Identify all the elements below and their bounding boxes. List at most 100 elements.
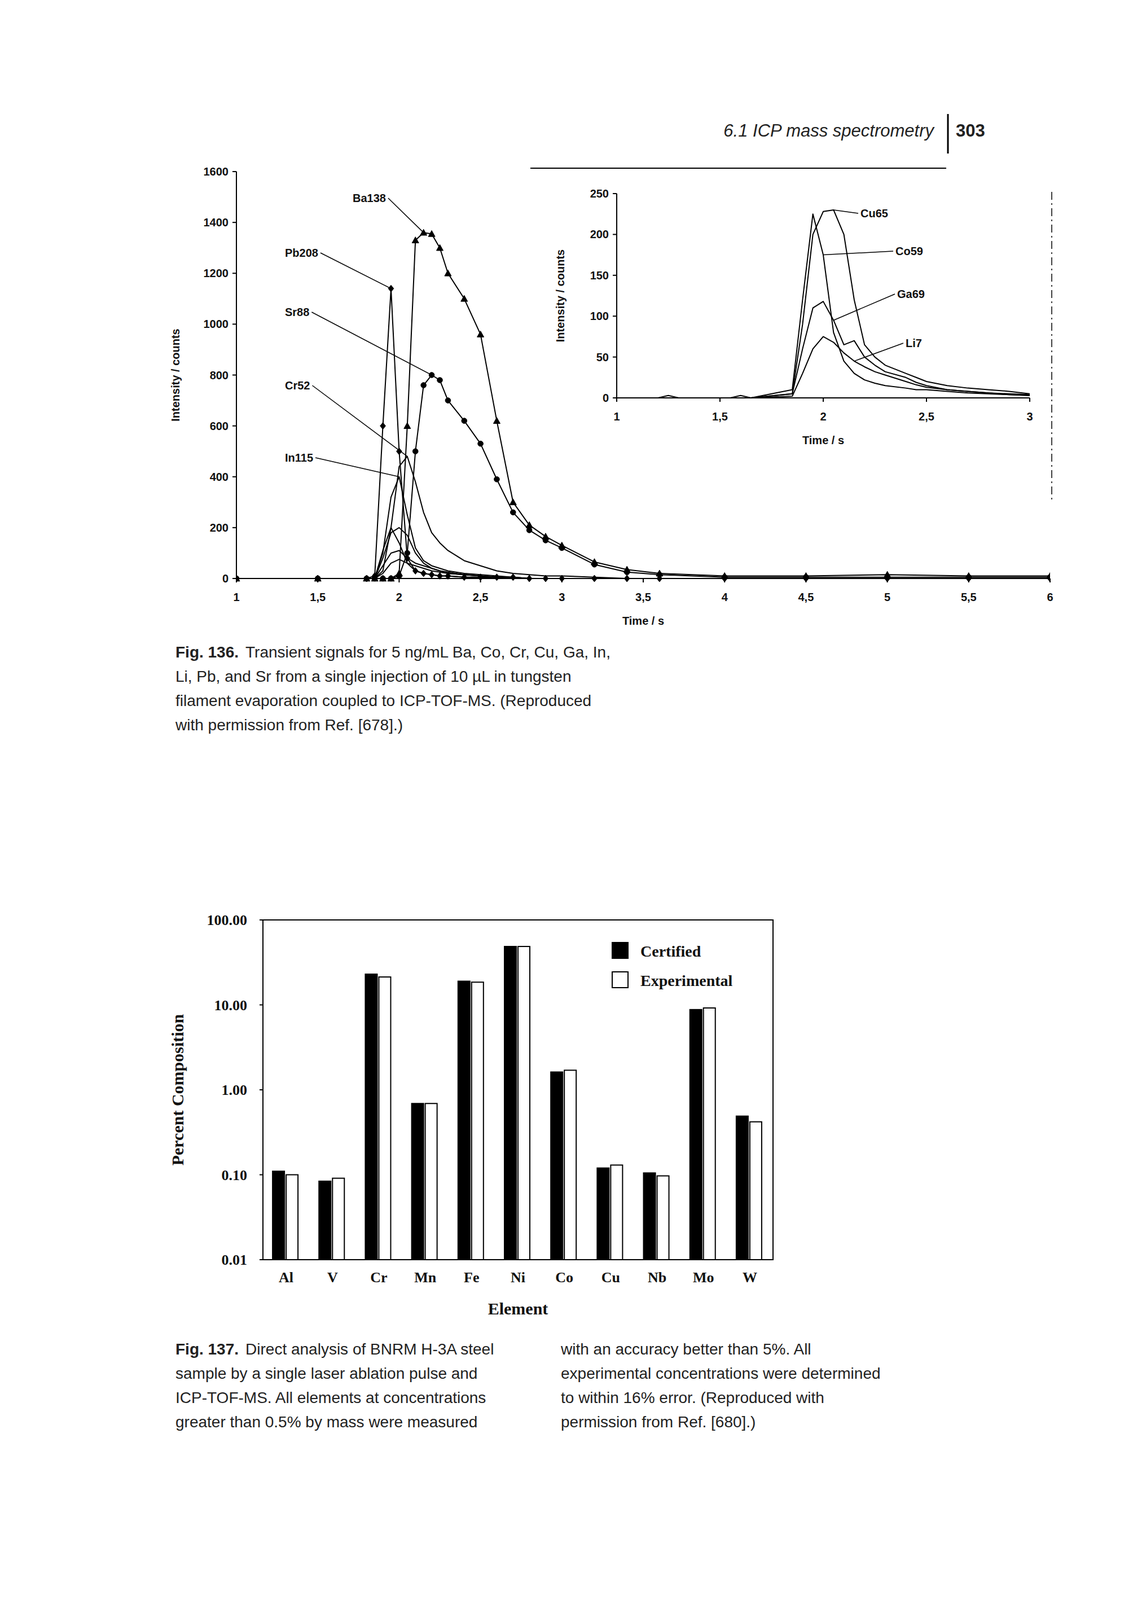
- bar: [610, 1164, 623, 1260]
- x-tick-label: 1,5: [712, 410, 728, 423]
- y-tick-label: 0.01: [221, 1251, 248, 1268]
- marker: [403, 422, 411, 429]
- y-tick: [612, 233, 617, 235]
- x-axis-label: Time / s: [622, 614, 665, 627]
- bar: [517, 946, 530, 1260]
- y-tick: [259, 1088, 263, 1091]
- series-label: In115: [284, 451, 314, 464]
- series-line: [616, 336, 1030, 398]
- bar: [550, 1071, 563, 1260]
- marker: [411, 236, 419, 244]
- y-tick: [612, 192, 617, 195]
- x-tick-label: W: [742, 1268, 758, 1286]
- figure-label: Fig. 136.: [175, 643, 239, 661]
- marker: [380, 422, 386, 430]
- caption-line: filament evaporation coupled to ICP-TOF-…: [175, 691, 592, 710]
- x-tick-label: Cr: [370, 1268, 388, 1286]
- bar: [643, 1172, 656, 1260]
- marker: [542, 537, 549, 544]
- y-tick-label: 600: [209, 419, 229, 433]
- x-tick-label: Nb: [647, 1268, 667, 1286]
- legend-swatch: [612, 942, 629, 959]
- series-label: Cu65: [860, 207, 889, 220]
- x-tick: [822, 397, 824, 402]
- y-tick: [259, 1174, 263, 1176]
- y-tick: [259, 919, 263, 921]
- x-tick-label: 2: [819, 410, 827, 423]
- series-label: Pb208: [284, 246, 319, 259]
- callouts: Cu65Co59Ga69Li7: [823, 207, 925, 362]
- series-line: [236, 456, 1051, 579]
- x-tick: [398, 578, 400, 583]
- bar: [318, 1180, 331, 1260]
- leader-line: [311, 312, 432, 376]
- marker: [404, 550, 411, 556]
- y-tick-label: 0.10: [221, 1166, 248, 1184]
- marker: [437, 377, 443, 384]
- x-tick-label: 4: [721, 590, 729, 604]
- caption-line: Fig. 137.Direct analysis of BNRM H-3A st…: [175, 1340, 494, 1358]
- plot-data: [272, 946, 762, 1260]
- caption: Fig. 137.Direct analysis of BNRM H-3A st…: [175, 1340, 881, 1431]
- marker: [493, 417, 500, 424]
- series-line: [616, 213, 1030, 398]
- callouts: Ba138Pb208Sr88Cr52In115: [284, 191, 432, 477]
- plot-frame: [262, 919, 774, 1260]
- x-tick: [719, 397, 721, 402]
- x-axis-label: Time / s: [802, 433, 845, 447]
- marker: [494, 476, 500, 482]
- bar: [411, 1103, 424, 1260]
- series-line: [236, 559, 1051, 579]
- bar: [378, 976, 391, 1260]
- y-tick: [232, 577, 237, 579]
- x-axis-label: Element: [488, 1298, 549, 1318]
- marker: [461, 418, 468, 424]
- x-tick-label: 1: [233, 590, 240, 604]
- y-tick-label: 100.00: [207, 911, 248, 929]
- marker: [436, 244, 444, 251]
- marker: [624, 569, 630, 575]
- marker: [803, 574, 810, 581]
- series-line: [616, 301, 1030, 398]
- series-line: [236, 527, 1051, 579]
- x-tick-label: 6: [1046, 590, 1053, 604]
- marker: [379, 574, 387, 582]
- y-axis-label: Intensity / counts: [554, 249, 567, 342]
- marker: [444, 269, 452, 276]
- caption-line: with an accuracy better than 5%. All: [560, 1340, 812, 1358]
- x-tick-label: 5: [884, 590, 891, 604]
- leader-line: [315, 457, 399, 477]
- x-tick-label: Co: [555, 1268, 574, 1286]
- series-label: Ba138: [352, 191, 386, 205]
- y-tick: [259, 1258, 263, 1260]
- y-tick-label: 1200: [203, 266, 230, 280]
- figure-label: Fig. 137.: [175, 1340, 239, 1358]
- y-tick: [612, 397, 617, 399]
- leader-line: [823, 251, 894, 256]
- caption-line: sample by a single laser ablation pulse …: [175, 1364, 478, 1382]
- x-tick: [642, 578, 644, 583]
- y-tick: [232, 476, 237, 478]
- legend-label: Certified: [640, 942, 702, 960]
- bar: [425, 1103, 438, 1260]
- y-tick-label: 50: [596, 350, 609, 364]
- series-label: Sr88: [284, 305, 310, 319]
- x-tick-label: 2: [396, 590, 403, 604]
- y-tick-label: 800: [209, 369, 229, 382]
- x-tick-label: 4,5: [797, 590, 814, 604]
- y-tick-label: 250: [590, 187, 609, 200]
- legend: CertifiedExperimental: [612, 942, 733, 990]
- marker: [412, 448, 419, 455]
- bar: [365, 973, 377, 1260]
- series-line: [616, 209, 1030, 398]
- bar: [703, 1007, 716, 1260]
- series-line: [236, 476, 1051, 579]
- bar: [749, 1121, 762, 1260]
- marker: [509, 498, 517, 505]
- section-title: 6.1 ICP mass spectrometry: [723, 120, 935, 141]
- bar: [471, 981, 484, 1260]
- x-tick-label: V: [327, 1268, 338, 1286]
- header: 6.1 ICP mass spectrometry303: [530, 113, 986, 169]
- x-tick-label: 3,5: [635, 590, 652, 604]
- series-line: [236, 527, 1051, 579]
